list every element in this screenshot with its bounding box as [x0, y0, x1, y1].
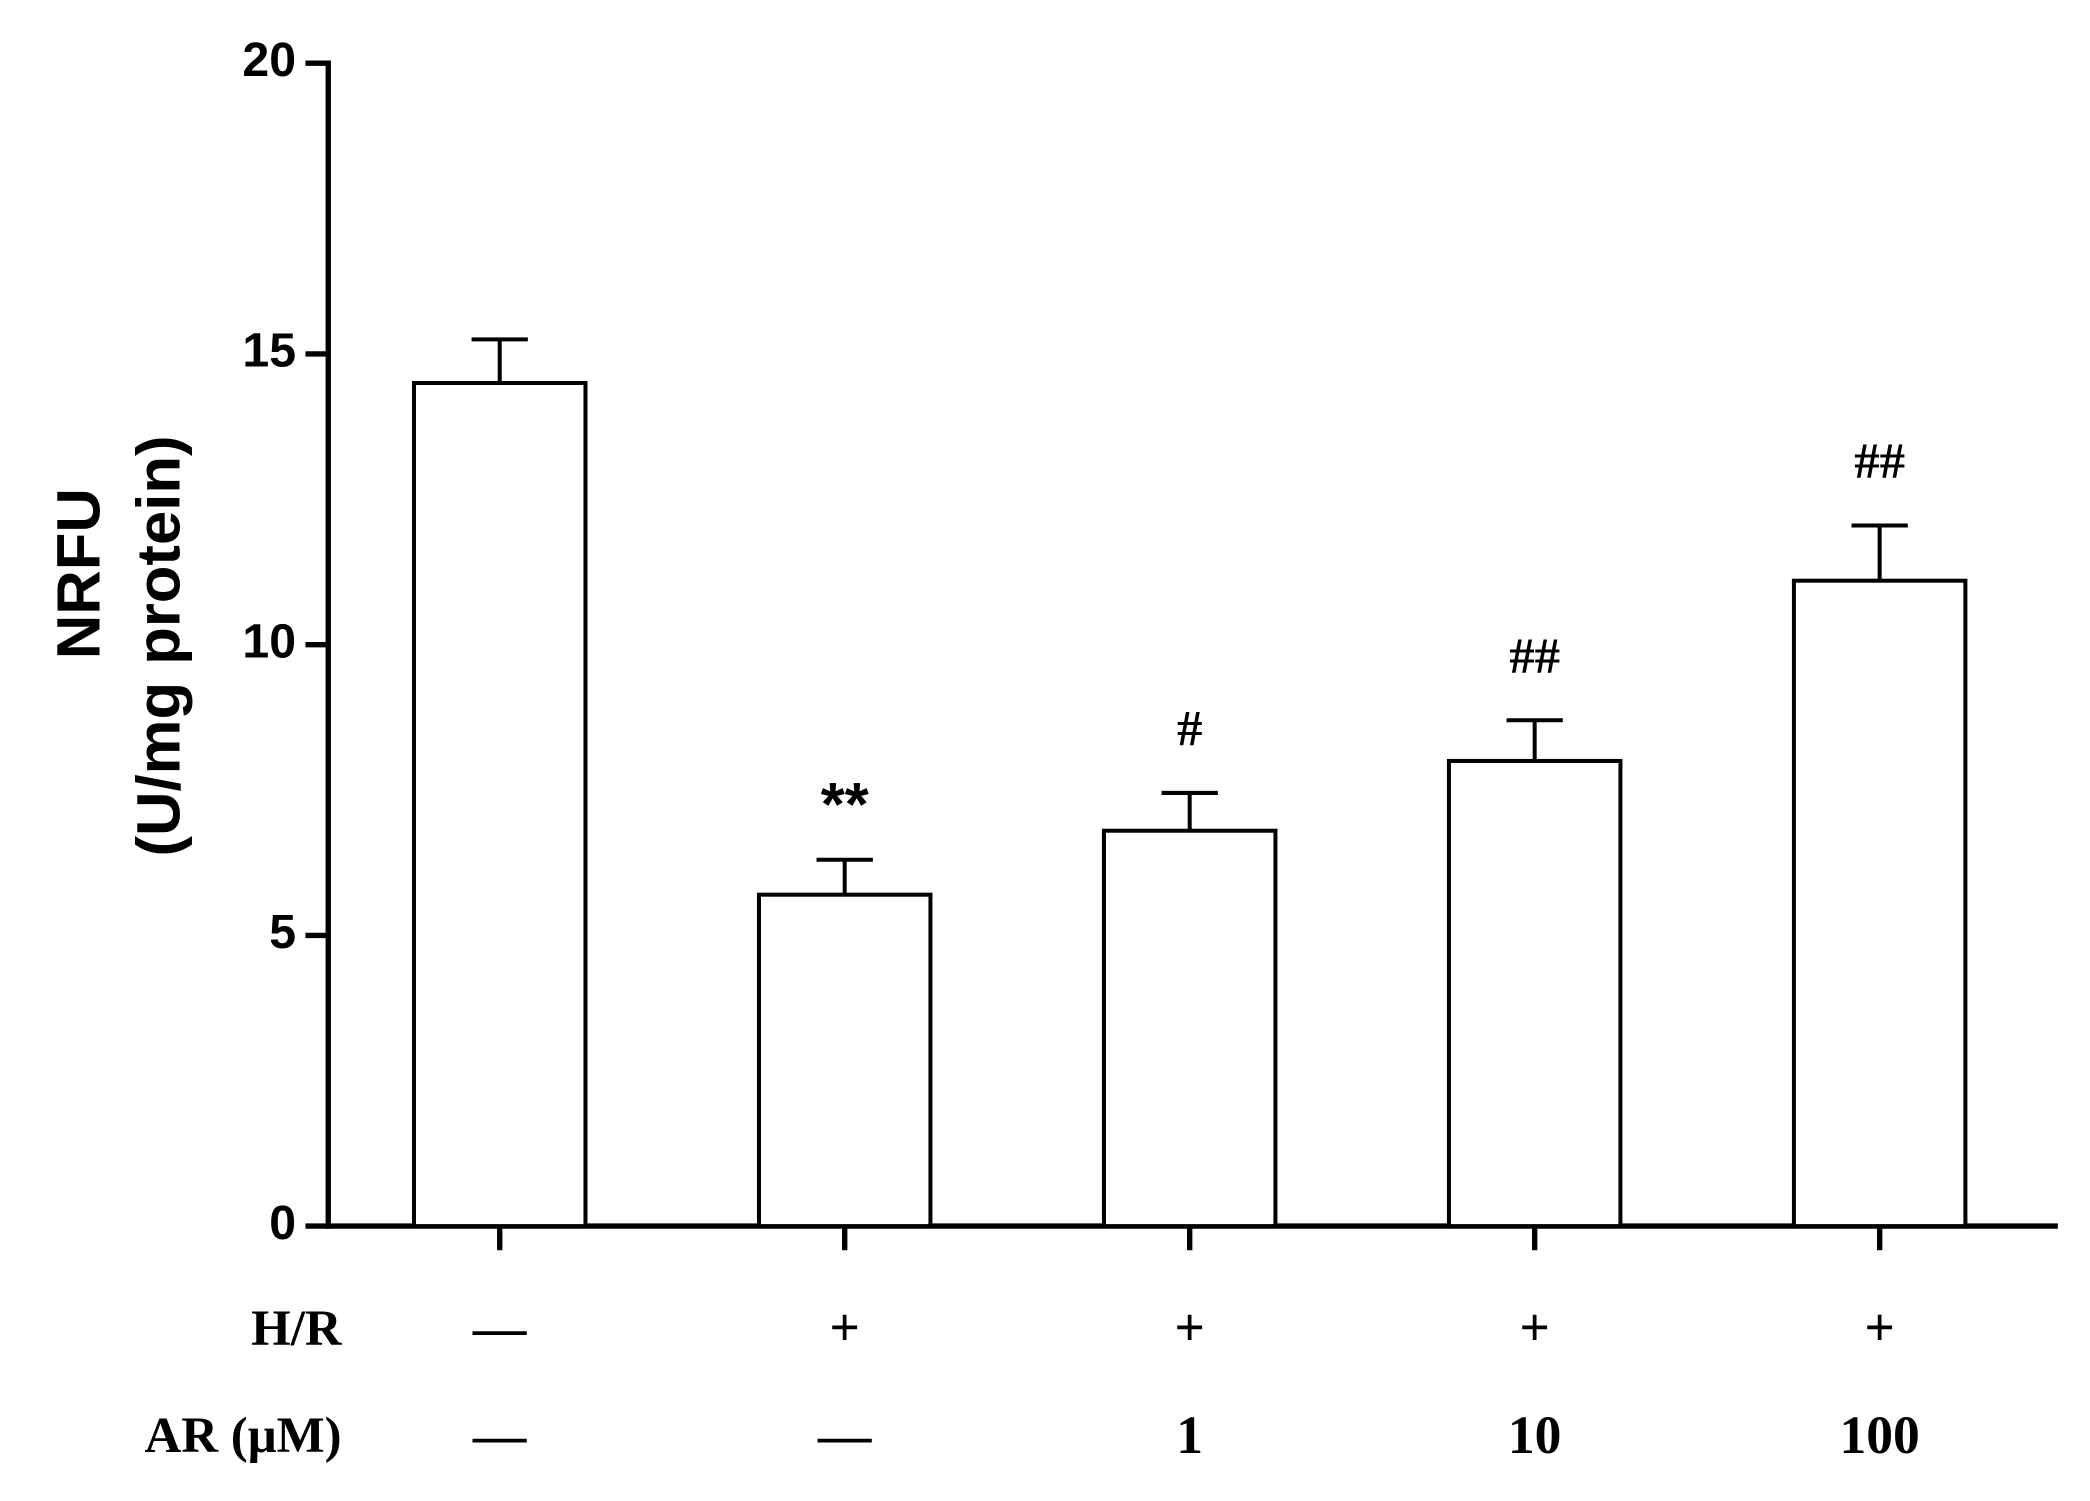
bar	[1791, 578, 1968, 1229]
bar	[411, 380, 588, 1229]
category-label: +	[829, 1298, 860, 1358]
bar	[756, 892, 933, 1229]
row-label: AR (μM)	[145, 1408, 342, 1464]
y-tick-label: 0	[269, 1196, 296, 1250]
row-label: H/R	[251, 1301, 343, 1357]
significance-label: ##	[1854, 434, 1905, 490]
y-tick-label: 5	[269, 905, 296, 959]
significance-label: ##	[1509, 629, 1560, 685]
category-label: 1	[1176, 1405, 1203, 1465]
category-label: —	[472, 1298, 527, 1358]
y-tick-label: 10	[242, 614, 296, 668]
y-axis-label: (U/mg protein)	[125, 436, 194, 857]
category-label: —	[817, 1405, 872, 1465]
bar	[1446, 758, 1623, 1229]
bar	[1101, 828, 1278, 1229]
category-label: +	[1519, 1298, 1550, 1358]
category-label: 10	[1508, 1405, 1562, 1465]
category-label: +	[1174, 1298, 1205, 1358]
category-label: —	[472, 1405, 527, 1465]
y-tick-label: 15	[242, 324, 296, 378]
significance-label: **	[821, 770, 869, 839]
category-label: +	[1864, 1298, 1895, 1358]
category-label: 100	[1839, 1405, 1919, 1465]
significance-label: #	[1177, 702, 1202, 758]
y-tick-label: 20	[242, 33, 296, 87]
y-axis-label: NRFU	[44, 488, 113, 659]
